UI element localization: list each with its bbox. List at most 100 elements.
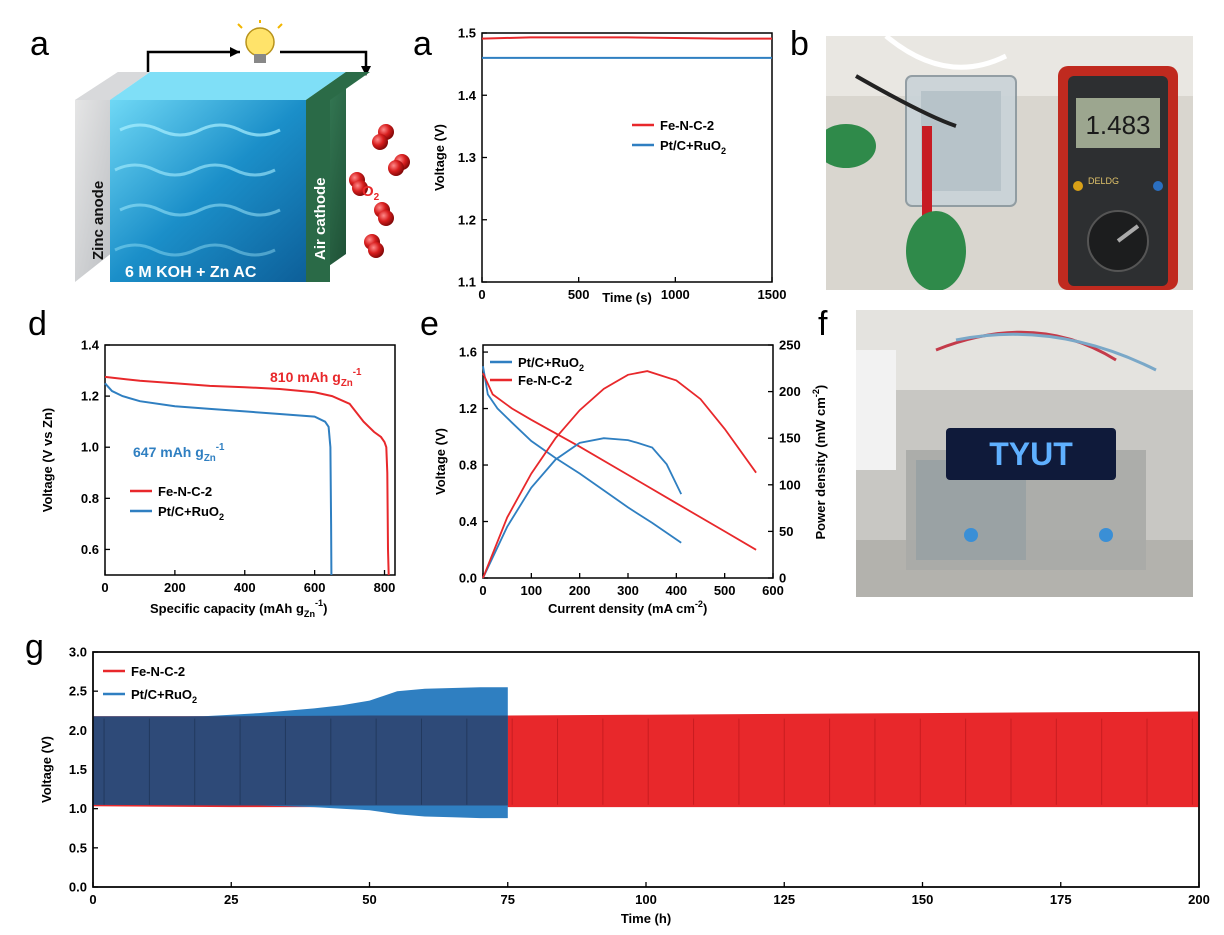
panel-letter-d: d <box>28 305 47 343</box>
x-axis-label: Time (s) <box>602 290 652 305</box>
series-line-3 <box>482 370 757 579</box>
air-cathode-label: Air cathode <box>312 177 329 260</box>
x-axis-label: Current density (mA cm-2) <box>548 599 707 616</box>
y2-axis-label: Power density (mW cm-2) <box>811 385 828 540</box>
y-axis-label: Voltage (V vs Zn) <box>40 408 55 513</box>
zinc-anode-slab <box>75 72 118 282</box>
multimeter-brand: DELDG <box>1088 176 1119 186</box>
y2-tick-label: 250 <box>779 338 801 353</box>
x-tick-label: 500 <box>568 287 590 302</box>
legend-pt-label: Pt/C+RuO2 <box>158 504 224 522</box>
y-tick-label: 1.2 <box>458 212 476 227</box>
y-tick-label: 0.5 <box>69 840 87 855</box>
x-tick-label: 1000 <box>661 287 690 302</box>
x-tick-label: 0 <box>479 583 486 598</box>
legend-fe-label: Fe-N-C-2 <box>131 664 185 679</box>
panel-letter-e: e <box>420 305 439 343</box>
y-tick-label: 1.2 <box>81 389 99 404</box>
x-tick-label: 0 <box>101 580 108 595</box>
battery-schematic: Zinc anode Air cathode 6 M KOH + Zn AC O… <box>75 20 410 282</box>
y2-tick-label: 100 <box>779 477 801 492</box>
multimeter-reading: 1.483 <box>1085 110 1150 140</box>
y2-tick-label: 200 <box>779 384 801 399</box>
x-tick-label: 75 <box>501 892 515 907</box>
x-tick-label: 200 <box>569 583 591 598</box>
legend-fe-label: Fe-N-C-2 <box>158 484 212 499</box>
o2-label: O2 <box>362 183 380 203</box>
legend-fe-label: Fe-N-C-2 <box>660 118 714 133</box>
x-tick-label: 125 <box>773 892 795 907</box>
y-tick-label: 1.3 <box>458 150 476 165</box>
y-tick-label: 1.4 <box>81 338 100 353</box>
photo-led-display: TYUT <box>856 310 1193 597</box>
plot-frame-top <box>92 651 1200 888</box>
y-tick-label: 2.0 <box>69 723 87 738</box>
chart-g-cycling-stability: 0 25 50 75 100 125 150 175 200 0.0 0.5 1.0 1.5 2.0 2.5… <box>39 645 1210 927</box>
x-tick-label: 800 <box>374 580 396 595</box>
series-line-2 <box>482 437 683 579</box>
y-tick-label: 0.4 <box>459 514 478 529</box>
x-tick-label: 1500 <box>758 287 787 302</box>
x-tick-label: 200 <box>164 580 186 595</box>
y-tick-label: 1.4 <box>458 88 477 103</box>
led-panel <box>946 428 1116 480</box>
annotation-pt-capacity: 647 mAh gZn-1 <box>133 442 225 464</box>
x-tick-label: 25 <box>224 892 238 907</box>
plot-frame <box>104 344 396 576</box>
panel-letter-a-schematic: a <box>30 25 49 63</box>
x-axis-label: Specific capacity (mAh gZn-1) <box>150 598 327 619</box>
series-line-0 <box>481 36 772 40</box>
series-line-1 <box>104 382 333 576</box>
y-tick-label: 1.0 <box>81 440 99 455</box>
zinc-anode-label: Zinc anode <box>90 181 107 260</box>
x-tick-label: 200 <box>1188 892 1210 907</box>
y-tick-label: 1.1 <box>458 275 476 290</box>
chart-d-discharge-capacity: 0 200 400 600 800 0.6 0.8 1.0 1.2 1.4 810 mAh gZn-… <box>40 338 396 619</box>
y-tick-label: 0.0 <box>459 571 477 586</box>
legend-pt-label: Pt/C+RuO2 <box>518 355 584 373</box>
chart-a-voltage-time: 0 500 1000 1500 1.1 1.2 1.3 1.4 1.5 Fe-N-C-2 Pt/C+… <box>432 26 787 306</box>
series-line-1 <box>482 372 757 551</box>
x-tick-label: 0 <box>89 892 96 907</box>
x-tick-label: 175 <box>1050 892 1072 907</box>
series-line-0 <box>482 366 682 544</box>
y2-tick-label: 0 <box>779 571 786 586</box>
led-text: TYUT <box>989 436 1073 472</box>
y-axis-label: Voltage (V) <box>39 736 54 803</box>
x-tick-label: 500 <box>714 583 736 598</box>
series-line-0 <box>104 375 390 576</box>
chart-e-polarization-power: 0 100 200 300 400 500 600 0.0 0.4 0.8 1.2 1.6 0 50 100… <box>433 338 828 617</box>
x-tick-label: 50 <box>362 892 376 907</box>
oxygen-molecules-icon <box>349 124 410 258</box>
panel-letter-b: b <box>790 25 809 63</box>
panel-letter-a-chart: a <box>413 25 432 63</box>
light-bulb-icon <box>237 20 283 63</box>
y-tick-label: 0.0 <box>69 880 87 895</box>
y-tick-label: 1.5 <box>69 762 87 777</box>
circuit-wire <box>146 50 240 72</box>
x-tick-label: 150 <box>912 892 934 907</box>
y-tick-label: 1.6 <box>459 345 477 360</box>
x-tick-label: 100 <box>520 583 542 598</box>
photo-multimeter: 1.483 DELDG <box>826 36 1193 290</box>
electrolyte-label: 6 M KOH + Zn AC <box>125 264 257 281</box>
x-tick-label: 600 <box>762 583 784 598</box>
panel-letter-g: g <box>25 628 44 666</box>
y-tick-label: 0.6 <box>81 542 99 557</box>
y-tick-label: 0.8 <box>81 491 99 506</box>
x-tick-label: 400 <box>234 580 256 595</box>
x-tick-label: 400 <box>665 583 687 598</box>
x-tick-label: 300 <box>617 583 639 598</box>
y-axis-label: Voltage (V) <box>433 428 448 495</box>
y-tick-label: 1.2 <box>459 401 477 416</box>
y-tick-label: 0.8 <box>459 458 477 473</box>
legend-fe-label: Fe-N-C-2 <box>518 373 572 388</box>
y-tick-label: 2.5 <box>69 684 87 699</box>
y-axis-label: Voltage (V) <box>432 124 447 191</box>
y-tick-label: 3.0 <box>69 645 87 660</box>
electrolyte-block <box>110 72 346 100</box>
y2-tick-label: 50 <box>779 524 793 539</box>
x-axis-label: Time (h) <box>621 911 671 926</box>
legend-pt-label: Pt/C+RuO2 <box>660 138 726 156</box>
legend-pt-label: Pt/C+RuO2 <box>131 687 197 705</box>
